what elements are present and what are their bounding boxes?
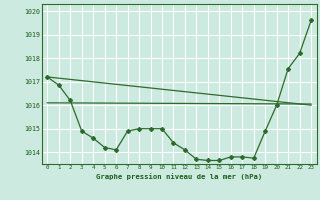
X-axis label: Graphe pression niveau de la mer (hPa): Graphe pression niveau de la mer (hPa) bbox=[96, 173, 262, 180]
